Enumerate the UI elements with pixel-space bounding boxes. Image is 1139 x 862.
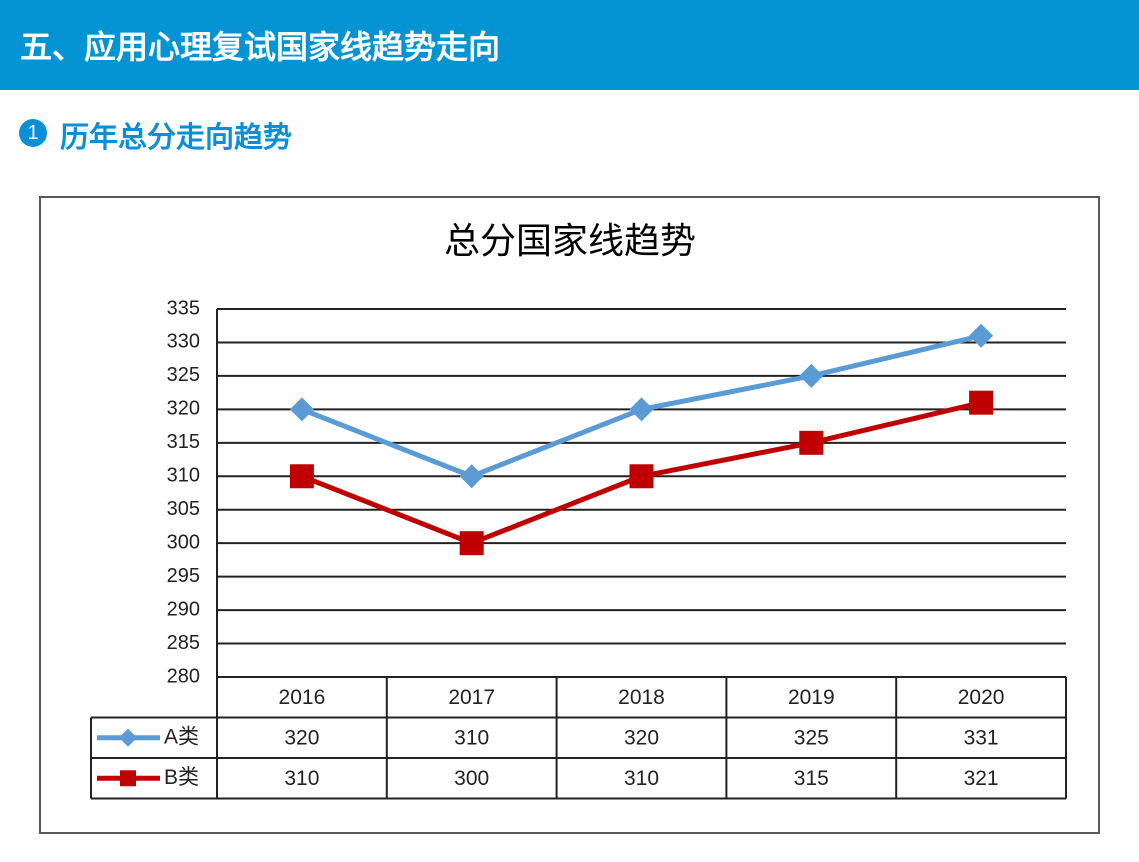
x-tick-label: 2020 xyxy=(958,686,1005,709)
y-tick-label: 305 xyxy=(167,498,200,520)
marker xyxy=(969,323,994,348)
table-value: 321 xyxy=(964,767,999,790)
marker xyxy=(629,464,654,489)
x-tick-label: 2017 xyxy=(448,686,495,709)
marker xyxy=(289,464,314,489)
table-value: 320 xyxy=(284,726,319,749)
table-value: 320 xyxy=(624,726,659,749)
marker xyxy=(799,430,824,455)
chart-title: 总分国家线趋势 xyxy=(444,221,696,262)
table-value: 325 xyxy=(794,726,829,749)
y-tick-label: 335 xyxy=(167,297,200,319)
x-tick-label: 2019 xyxy=(788,686,835,709)
header-bar xyxy=(0,0,1139,90)
y-tick-label: 280 xyxy=(167,665,200,687)
y-tick-label: 290 xyxy=(167,598,200,620)
marker xyxy=(799,363,824,388)
y-tick-label: 330 xyxy=(167,331,200,353)
y-tick-label: 285 xyxy=(167,632,200,654)
table-value: 315 xyxy=(794,767,829,790)
x-tick-label: 2018 xyxy=(618,686,665,709)
y-tick-label: 315 xyxy=(167,431,200,453)
table-value: 310 xyxy=(454,726,489,749)
legend-label: A类 xyxy=(164,725,199,748)
y-tick-label: 325 xyxy=(167,364,200,386)
marker xyxy=(459,464,484,489)
x-tick-label: 2016 xyxy=(279,686,326,709)
table-value: 331 xyxy=(964,726,999,749)
marker xyxy=(629,397,654,422)
legend-marker xyxy=(119,728,137,747)
legend-label: B类 xyxy=(164,766,199,789)
section-title: 历年总分走向趋势 xyxy=(60,122,293,154)
y-tick-label: 310 xyxy=(167,465,200,487)
marker xyxy=(969,390,994,415)
table-value: 300 xyxy=(454,767,489,790)
page-title: 五、应用心理复试国家线趋势走向 xyxy=(20,29,501,65)
y-tick-label: 300 xyxy=(167,531,200,553)
section-number: 1 xyxy=(19,119,47,147)
y-tick-label: 320 xyxy=(167,398,200,420)
table-value: 310 xyxy=(284,767,319,790)
marker xyxy=(459,531,484,556)
y-tick-label: 295 xyxy=(167,565,200,587)
marker xyxy=(289,397,314,422)
legend-marker xyxy=(120,770,136,787)
table-value: 310 xyxy=(624,767,659,790)
